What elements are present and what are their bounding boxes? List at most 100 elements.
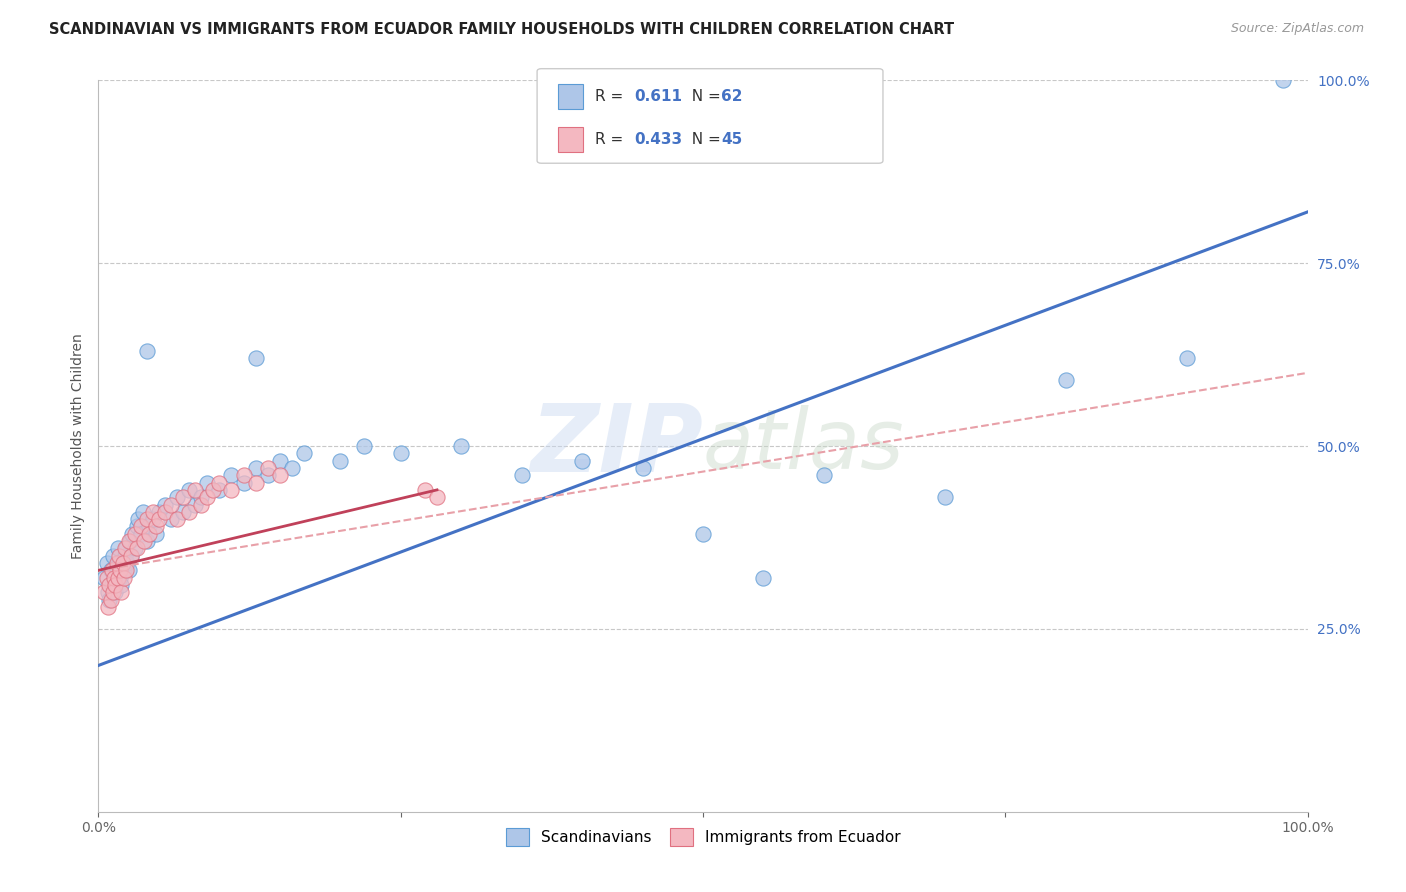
Point bbox=[232, 475, 254, 490]
Point bbox=[100, 592, 122, 607]
Point bbox=[1054, 373, 1077, 387]
Point bbox=[124, 526, 146, 541]
Point bbox=[118, 534, 141, 549]
Text: 0.433: 0.433 bbox=[634, 132, 682, 146]
Point bbox=[692, 526, 714, 541]
Point bbox=[631, 461, 654, 475]
Text: ZIP: ZIP bbox=[530, 400, 703, 492]
Point bbox=[208, 483, 231, 497]
Point bbox=[160, 512, 183, 526]
Point bbox=[813, 468, 835, 483]
Point bbox=[184, 483, 207, 497]
Point bbox=[107, 571, 129, 585]
Point bbox=[101, 549, 124, 563]
Point bbox=[145, 526, 167, 541]
Y-axis label: Family Households with Children: Family Households with Children bbox=[70, 333, 84, 559]
Point bbox=[134, 534, 156, 549]
Point bbox=[127, 519, 149, 533]
Point bbox=[100, 578, 122, 592]
Point bbox=[104, 585, 127, 599]
Point bbox=[127, 512, 149, 526]
Point bbox=[96, 556, 118, 570]
Point bbox=[103, 571, 125, 585]
Point bbox=[281, 461, 304, 475]
Point bbox=[190, 498, 212, 512]
Point bbox=[179, 505, 201, 519]
Point bbox=[245, 351, 267, 366]
Point bbox=[329, 453, 352, 467]
Point bbox=[208, 475, 231, 490]
Point bbox=[93, 585, 115, 599]
Point bbox=[115, 541, 138, 556]
Point bbox=[1175, 351, 1198, 366]
Point bbox=[114, 549, 136, 563]
Point bbox=[108, 563, 131, 577]
Point bbox=[97, 585, 120, 599]
Point bbox=[108, 549, 131, 563]
Point bbox=[104, 578, 127, 592]
Point bbox=[195, 490, 218, 504]
Point bbox=[232, 468, 254, 483]
Point bbox=[120, 549, 142, 563]
Point bbox=[571, 453, 593, 467]
Point bbox=[127, 541, 149, 556]
Text: R =: R = bbox=[595, 89, 628, 103]
Point bbox=[138, 526, 160, 541]
Point bbox=[129, 519, 152, 533]
Point bbox=[129, 526, 152, 541]
Point bbox=[195, 475, 218, 490]
Point bbox=[108, 571, 131, 585]
Point bbox=[1272, 73, 1295, 87]
Point bbox=[166, 512, 188, 526]
Point bbox=[138, 519, 160, 533]
Point bbox=[752, 571, 775, 585]
Point bbox=[117, 556, 139, 570]
Point bbox=[190, 490, 212, 504]
Legend: Scandinavians, Immigrants from Ecuador: Scandinavians, Immigrants from Ecuador bbox=[499, 822, 907, 852]
Point bbox=[172, 505, 194, 519]
Point bbox=[120, 549, 142, 563]
Point bbox=[111, 556, 134, 570]
Point bbox=[112, 571, 135, 585]
Point bbox=[292, 446, 315, 460]
Point bbox=[114, 541, 136, 556]
Point bbox=[103, 571, 125, 585]
Point bbox=[389, 446, 412, 460]
Point bbox=[256, 461, 278, 475]
Point bbox=[110, 585, 132, 599]
Point bbox=[132, 505, 155, 519]
Point bbox=[105, 556, 128, 570]
Point bbox=[135, 343, 157, 358]
Point bbox=[142, 505, 165, 519]
Point bbox=[179, 483, 201, 497]
Point bbox=[145, 519, 167, 533]
Point bbox=[98, 592, 121, 607]
Point bbox=[166, 490, 188, 504]
Point bbox=[111, 556, 134, 570]
Point bbox=[510, 468, 533, 483]
Text: 62: 62 bbox=[721, 89, 742, 103]
Point bbox=[153, 498, 176, 512]
Point bbox=[160, 498, 183, 512]
Text: SCANDINAVIAN VS IMMIGRANTS FROM ECUADOR FAMILY HOUSEHOLDS WITH CHILDREN CORRELAT: SCANDINAVIAN VS IMMIGRANTS FROM ECUADOR … bbox=[49, 22, 955, 37]
Point bbox=[269, 468, 291, 483]
Text: atlas: atlas bbox=[703, 406, 904, 486]
Point bbox=[93, 571, 115, 585]
Point bbox=[107, 541, 129, 556]
Point bbox=[100, 563, 122, 577]
Point bbox=[97, 599, 120, 614]
Point bbox=[115, 563, 138, 577]
Text: 45: 45 bbox=[721, 132, 742, 146]
Point bbox=[100, 563, 122, 577]
Point bbox=[221, 483, 243, 497]
Point bbox=[105, 563, 128, 577]
Point bbox=[450, 439, 472, 453]
Point bbox=[135, 534, 157, 549]
Point bbox=[153, 505, 176, 519]
Point bbox=[135, 512, 157, 526]
Point bbox=[98, 578, 121, 592]
Point bbox=[172, 490, 194, 504]
Point bbox=[101, 585, 124, 599]
Text: Source: ZipAtlas.com: Source: ZipAtlas.com bbox=[1230, 22, 1364, 36]
Point bbox=[108, 556, 131, 570]
